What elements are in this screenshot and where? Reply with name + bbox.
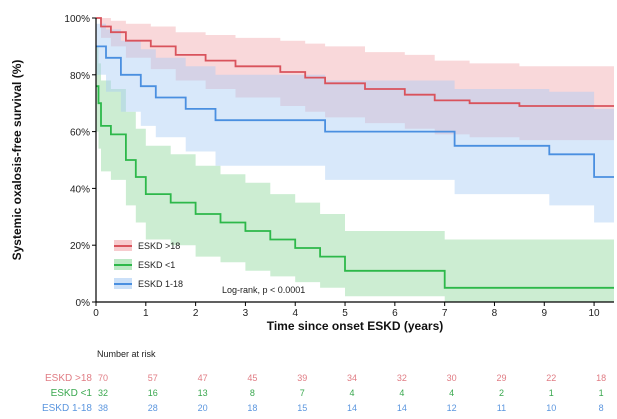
risk-count: 57 — [148, 373, 158, 383]
risk-count: 22 — [546, 373, 556, 383]
y-tick-label: 20% — [70, 241, 90, 252]
confidence-band-1 — [96, 46, 614, 303]
risk-count: 29 — [496, 373, 506, 383]
risk-count: 13 — [198, 388, 208, 398]
legend-label: ESKD >18 — [138, 241, 180, 251]
x-tick-label: 6 — [392, 308, 398, 319]
risk-count: 4 — [449, 388, 454, 398]
risk-count: 45 — [247, 373, 257, 383]
x-tick-label: 9 — [541, 308, 547, 319]
risk-table-title: Number at risk — [97, 349, 156, 359]
risk-count: 18 — [247, 403, 257, 413]
risk-count: 38 — [98, 403, 108, 413]
risk-count: 8 — [250, 388, 255, 398]
log-rank-annotation: Log-rank, p < 0.0001 — [222, 285, 305, 295]
legend-label: ESKD 1-18 — [138, 279, 183, 289]
risk-count: 20 — [198, 403, 208, 413]
axes: 0 1 2 3 4 5 6 7 8 9 100%20%40%60%80%100% — [64, 14, 614, 319]
survival-line-2 — [96, 45, 614, 178]
risk-count: 14 — [397, 403, 407, 413]
risk-count: 18 — [596, 373, 606, 383]
survival-curves — [96, 17, 614, 289]
risk-count: 8 — [599, 403, 604, 413]
confidence-band-2 — [96, 23, 614, 223]
risk-count: 34 — [347, 373, 357, 383]
y-tick-label: 100% — [64, 14, 90, 25]
risk-row-label: ESKD 1-18 — [42, 403, 92, 414]
risk-count: 2 — [499, 388, 504, 398]
x-tick-label: 5 — [342, 308, 348, 319]
risk-count: 30 — [447, 373, 457, 383]
y-tick-label: 40% — [70, 184, 90, 195]
y-tick-label: 0% — [76, 298, 91, 309]
risk-count: 12 — [447, 403, 457, 413]
x-tick-label: 4 — [292, 308, 298, 319]
risk-count: 14 — [347, 403, 357, 413]
risk-count: 1 — [599, 388, 604, 398]
legend: ESKD >18 ESKD <1 ESKD 1-18 — [114, 240, 183, 289]
y-axis-title: Systemic oxalosis-free survival (%) — [10, 60, 24, 261]
risk-row-label: ESKD >18 — [45, 373, 92, 384]
risk-row-label: ESKD <1 — [51, 388, 93, 399]
risk-count: 39 — [297, 373, 307, 383]
risk-count: 10 — [546, 403, 556, 413]
risk-count: 15 — [297, 403, 307, 413]
y-tick-label: 80% — [70, 71, 90, 82]
risk-count: 1 — [549, 388, 554, 398]
x-tick-label: 7 — [442, 308, 448, 319]
x-axis-title: Time since onset ESKD (years) — [267, 319, 444, 333]
x-tick-label: 0 — [93, 308, 99, 319]
confidence-bands — [96, 18, 614, 303]
risk-count: 7 — [300, 388, 305, 398]
risk-count: 4 — [399, 388, 404, 398]
risk-count: 47 — [198, 373, 208, 383]
x-tick-label: 10 — [589, 308, 601, 319]
risk-count: 4 — [350, 388, 355, 398]
survival-line-0 — [96, 17, 614, 107]
x-tick-label: 2 — [193, 308, 199, 319]
risk-count: 16 — [148, 388, 158, 398]
number-at-risk-table: Number at risk ESKD >18 70 57 47 45 39 34 32 30 2… — [42, 349, 606, 414]
survival-line-1 — [96, 85, 614, 289]
risk-count: 70 — [98, 373, 108, 383]
legend-label: ESKD <1 — [138, 260, 175, 270]
x-tick-label: 1 — [143, 308, 149, 319]
risk-count: 32 — [98, 388, 108, 398]
risk-count: 28 — [148, 403, 158, 413]
y-tick-label: 60% — [70, 128, 90, 139]
confidence-band-0 — [96, 18, 614, 141]
x-tick-label: 8 — [492, 308, 498, 319]
x-tick-label: 3 — [243, 308, 249, 319]
risk-count: 32 — [397, 373, 407, 383]
risk-count: 11 — [497, 403, 506, 413]
